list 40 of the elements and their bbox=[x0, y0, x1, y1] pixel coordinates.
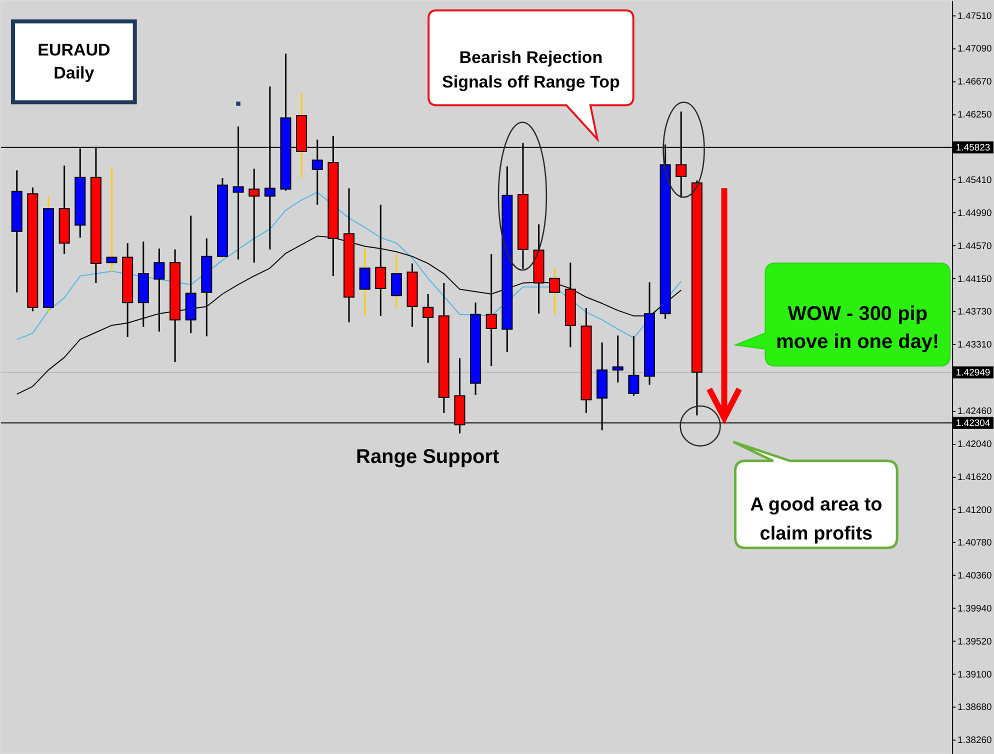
candlestick bbox=[549, 267, 560, 316]
y-tick-label: 1.41200 bbox=[958, 504, 992, 516]
y-tick-label: 1.39100 bbox=[958, 669, 992, 680]
y-tick-label: 1.44990 bbox=[958, 208, 992, 220]
y-tick-label: 1.38260 bbox=[958, 735, 992, 746]
text: WOW - 300 pip move in one day! bbox=[776, 303, 940, 354]
text: Daily bbox=[54, 63, 95, 82]
y-tick-label: 1.44150 bbox=[958, 274, 992, 285]
candlestick bbox=[422, 293, 434, 364]
y-tick-label: 1.43730 bbox=[958, 306, 992, 318]
candlestick bbox=[628, 336, 640, 397]
y-tick-label: 1.42040 bbox=[958, 439, 992, 450]
candlestick bbox=[248, 168, 260, 264]
y-tick-label: 1.43310 bbox=[958, 340, 992, 351]
text: A good area to claim profits bbox=[750, 494, 882, 544]
ref-line-label: 1.45823 bbox=[956, 142, 990, 154]
y-tick-label: 1.42460 bbox=[958, 406, 992, 418]
candlestick bbox=[359, 248, 370, 317]
text: EURAUD bbox=[38, 40, 110, 60]
y-tick-label: 1.40360 bbox=[958, 570, 992, 582]
candlestick bbox=[106, 166, 118, 273]
candlestick bbox=[390, 253, 402, 309]
y-tick-label: 1.45410 bbox=[958, 175, 992, 186]
y-tick-label: 1.47090 bbox=[958, 44, 992, 55]
y-tick-label: 1.40780 bbox=[958, 538, 992, 549]
y-tick-label: 1.39940 bbox=[958, 603, 992, 614]
y-tick-label: 1.47510 bbox=[958, 10, 992, 22]
candlestick bbox=[154, 248, 165, 332]
ref-line-label: 1.42949 bbox=[956, 367, 990, 378]
y-tick-label: 1.46250 bbox=[958, 109, 992, 120]
candlestick bbox=[612, 334, 624, 384]
y-tick-label: 1.39520 bbox=[958, 636, 992, 648]
annotation: Bearish Rejection Signals off Range Top bbox=[442, 48, 620, 92]
y-tick-label: 1.44570 bbox=[958, 240, 992, 252]
annotation: Range Support bbox=[356, 446, 500, 468]
y-tick-label: 1.46670 bbox=[958, 76, 992, 88]
candlestick bbox=[486, 253, 497, 367]
y-tick-label: 1.38680 bbox=[958, 702, 992, 714]
y-tick-label: 1.41620 bbox=[958, 472, 992, 483]
ref-line-label: 1.42304 bbox=[956, 418, 990, 429]
